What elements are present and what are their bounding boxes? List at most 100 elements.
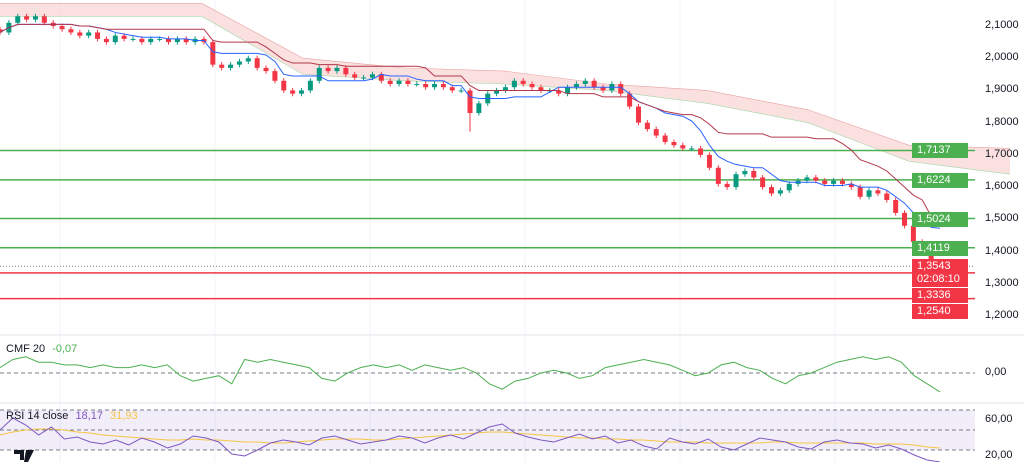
candle (272, 71, 278, 81)
candle (857, 187, 863, 197)
candle (325, 67, 331, 72)
cloud-lower (0, 16, 1011, 175)
candle (24, 16, 30, 20)
candle (174, 38, 180, 43)
candle (157, 38, 163, 40)
candle (165, 38, 171, 43)
tradingview-logo-icon (14, 450, 34, 462)
candle (884, 193, 890, 200)
candle (263, 67, 269, 72)
price-tick: 1,8000 (985, 115, 1019, 128)
rsi-ma-value: 31,93 (110, 410, 138, 422)
cloud-upper (0, 3, 1011, 149)
price-level-tag: 1,5024 (912, 211, 968, 227)
price-level-tag: 1,7137 (912, 143, 968, 159)
candle (733, 174, 739, 188)
candle (831, 180, 837, 184)
candle (769, 187, 775, 194)
candle (813, 177, 819, 181)
candle (742, 170, 748, 175)
price-tick: 1,7000 (985, 147, 1019, 160)
candle (32, 16, 38, 20)
candle (112, 35, 118, 43)
candle (671, 141, 677, 146)
candle (893, 199, 899, 213)
candle (245, 58, 251, 62)
candle (618, 83, 624, 94)
candle (15, 16, 21, 23)
candle (228, 64, 234, 68)
price-level-tag: 1,6224 (912, 172, 968, 188)
candle (86, 32, 92, 36)
candle (591, 80, 597, 88)
candle (502, 87, 508, 91)
candle (777, 190, 783, 194)
candle (369, 74, 375, 78)
candle (95, 32, 101, 39)
candle (440, 83, 446, 88)
candle (387, 80, 393, 84)
candle (299, 90, 305, 94)
candle (219, 64, 225, 68)
candle (307, 80, 313, 91)
candle (822, 180, 828, 184)
rsi-axis-20: 20,00 (985, 449, 1013, 461)
cmf-axis-zero: 0,00 (985, 366, 1007, 378)
candle (449, 87, 455, 91)
price-tick: 1,6000 (985, 180, 1019, 193)
candle (290, 90, 296, 94)
candle (573, 83, 579, 88)
rsi-label: RSI 14 close (6, 410, 69, 422)
cmf-value: -0,07 (52, 343, 78, 355)
candle (396, 80, 402, 84)
candle (565, 87, 571, 94)
candle (866, 190, 872, 197)
kijun-line (0, 23, 941, 220)
candle (529, 83, 535, 88)
price-level-tag: 1,4119 (912, 240, 968, 256)
candle (760, 177, 766, 188)
candle (706, 154, 712, 168)
candle (378, 74, 384, 81)
candle (680, 145, 686, 149)
candle (210, 42, 216, 65)
candle (494, 90, 500, 94)
candle (281, 80, 287, 91)
candle (875, 190, 881, 194)
candle (556, 90, 562, 94)
candle (405, 80, 411, 84)
rsi-axis-60: 60,00 (985, 413, 1013, 425)
candle (254, 58, 260, 68)
tenkan-line (0, 23, 941, 229)
candle (121, 35, 127, 39)
candle (77, 32, 83, 36)
candle (644, 122, 650, 130)
candle (316, 67, 322, 81)
price-tick: 1,4000 (985, 244, 1019, 257)
candle (467, 90, 473, 113)
current-price-tag: 1,3543 02:08:10 (912, 259, 968, 288)
price-tick: 2,1000 (985, 19, 1019, 31)
candle (423, 83, 429, 88)
rsi-legend: RSI 14 close 18,17 31,93 (6, 410, 138, 423)
candle (414, 83, 420, 85)
candle (41, 16, 47, 23)
candle (139, 38, 145, 43)
price-tick: 1,5000 (985, 212, 1019, 225)
candle (520, 80, 526, 84)
candle (59, 26, 65, 30)
candle (334, 67, 340, 72)
candle (839, 180, 845, 184)
candle (0, 29, 3, 33)
candle (724, 183, 730, 188)
ichimoku-cloud (0, 3, 1010, 175)
rsi-value: 18,17 (75, 410, 103, 422)
candle (343, 67, 349, 75)
candle (103, 38, 109, 43)
candle (458, 90, 464, 92)
price-level-tag: 1,2540 (912, 304, 968, 320)
candle (538, 87, 544, 91)
candle (804, 177, 810, 181)
